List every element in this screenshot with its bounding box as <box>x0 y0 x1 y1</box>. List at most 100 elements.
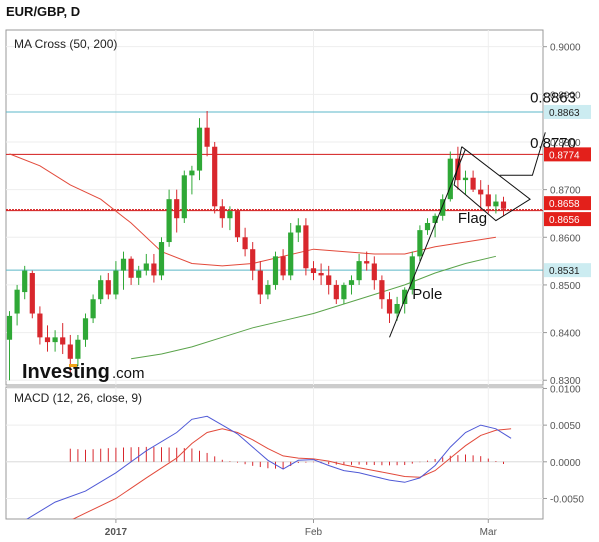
candle <box>310 261 317 281</box>
candle <box>447 151 453 202</box>
candle-body <box>371 263 377 281</box>
candle <box>250 242 256 281</box>
candle <box>22 265 28 300</box>
candle <box>98 275 104 304</box>
candle <box>333 280 339 304</box>
candle-body <box>364 261 370 264</box>
candle-body <box>196 127 203 171</box>
candle <box>120 251 127 290</box>
candle-body <box>424 222 431 231</box>
candle <box>500 196 507 216</box>
candle <box>272 251 279 290</box>
candle <box>52 330 58 352</box>
candle-body <box>356 261 362 281</box>
level-label: 0.8656 <box>549 215 580 226</box>
candle <box>257 261 263 304</box>
candle-body <box>379 280 385 300</box>
candle-body <box>189 170 195 176</box>
candle <box>29 270 35 319</box>
candle <box>341 282 347 304</box>
candle <box>219 199 225 228</box>
candle <box>166 189 172 247</box>
candle-body <box>120 258 127 271</box>
candle-body <box>98 280 104 300</box>
candle-body <box>227 211 233 219</box>
pole-line <box>389 148 466 338</box>
candle <box>234 208 241 243</box>
candle-body <box>204 127 210 147</box>
time-tick-label: Mar <box>480 527 498 538</box>
macd-tick-label: 0.0050 <box>550 421 581 432</box>
candle-body <box>181 175 187 219</box>
candle-body <box>295 225 301 233</box>
level-label-box <box>544 212 591 227</box>
candle <box>356 253 362 285</box>
candle-body <box>242 237 248 250</box>
candle-body <box>333 284 339 300</box>
candle <box>326 265 332 295</box>
candle-body <box>265 284 271 295</box>
candle <box>303 218 309 276</box>
candle <box>204 111 210 157</box>
candle-body <box>6 315 13 340</box>
candle-body <box>82 318 89 340</box>
price-panel-frame <box>5 29 544 386</box>
annotation-label: Pole <box>412 286 442 303</box>
candle-body <box>67 344 73 359</box>
candle-body <box>310 268 317 274</box>
price-tick-label: 0.8500 <box>550 281 581 292</box>
macd-tick-label: -0.0050 <box>550 494 584 505</box>
candle <box>424 218 431 235</box>
candle-body <box>250 249 256 271</box>
candle-body <box>75 339 81 359</box>
moving-average-line <box>131 255 497 360</box>
candle <box>189 165 195 195</box>
candle <box>417 225 423 262</box>
candle-body <box>272 256 279 285</box>
candle-body <box>455 158 461 181</box>
candle <box>82 313 89 347</box>
candle <box>212 141 218 214</box>
candle <box>136 265 142 285</box>
candle-body <box>485 194 491 207</box>
candle <box>409 251 415 295</box>
candle <box>478 180 484 209</box>
price-tick-label: 0.8400 <box>550 329 581 340</box>
candle <box>113 261 119 300</box>
candle-body <box>52 337 58 343</box>
candle-body <box>60 337 66 345</box>
candle-body <box>440 199 446 216</box>
candle <box>90 294 96 324</box>
level-label-box <box>544 196 591 211</box>
macd-tick-label: 0.0100 <box>550 384 581 395</box>
price-tick-label: 0.9000 <box>550 43 581 54</box>
candle-body <box>470 177 476 190</box>
candle-body <box>166 199 172 243</box>
level-label-box <box>544 147 591 162</box>
price-panel-title: MA Cross (50, 200) <box>14 37 117 51</box>
macd-signal-line <box>72 428 512 519</box>
candle-body <box>432 215 438 223</box>
candle-body <box>90 299 96 319</box>
candle <box>227 206 233 231</box>
price-tick-label: 0.8800 <box>550 138 581 149</box>
level-label: 0.8863 <box>549 108 580 119</box>
time-tick-label: 2017 <box>105 527 128 538</box>
candle-body <box>493 201 499 207</box>
flag-shape <box>453 146 531 222</box>
annotation-label: 0.8863 <box>530 89 576 106</box>
candle-body <box>348 280 355 285</box>
candle <box>105 273 111 300</box>
annotation-label: Flag <box>458 210 487 227</box>
candle <box>174 189 180 233</box>
price-tick-label: 0.8700 <box>550 186 581 197</box>
candle-body <box>303 225 309 269</box>
candle <box>364 251 370 271</box>
macd-panel-frame <box>5 386 544 520</box>
candle-body <box>219 206 225 219</box>
candle <box>348 275 355 295</box>
candle <box>151 253 157 283</box>
candle <box>265 280 271 300</box>
candle-body <box>105 280 111 295</box>
